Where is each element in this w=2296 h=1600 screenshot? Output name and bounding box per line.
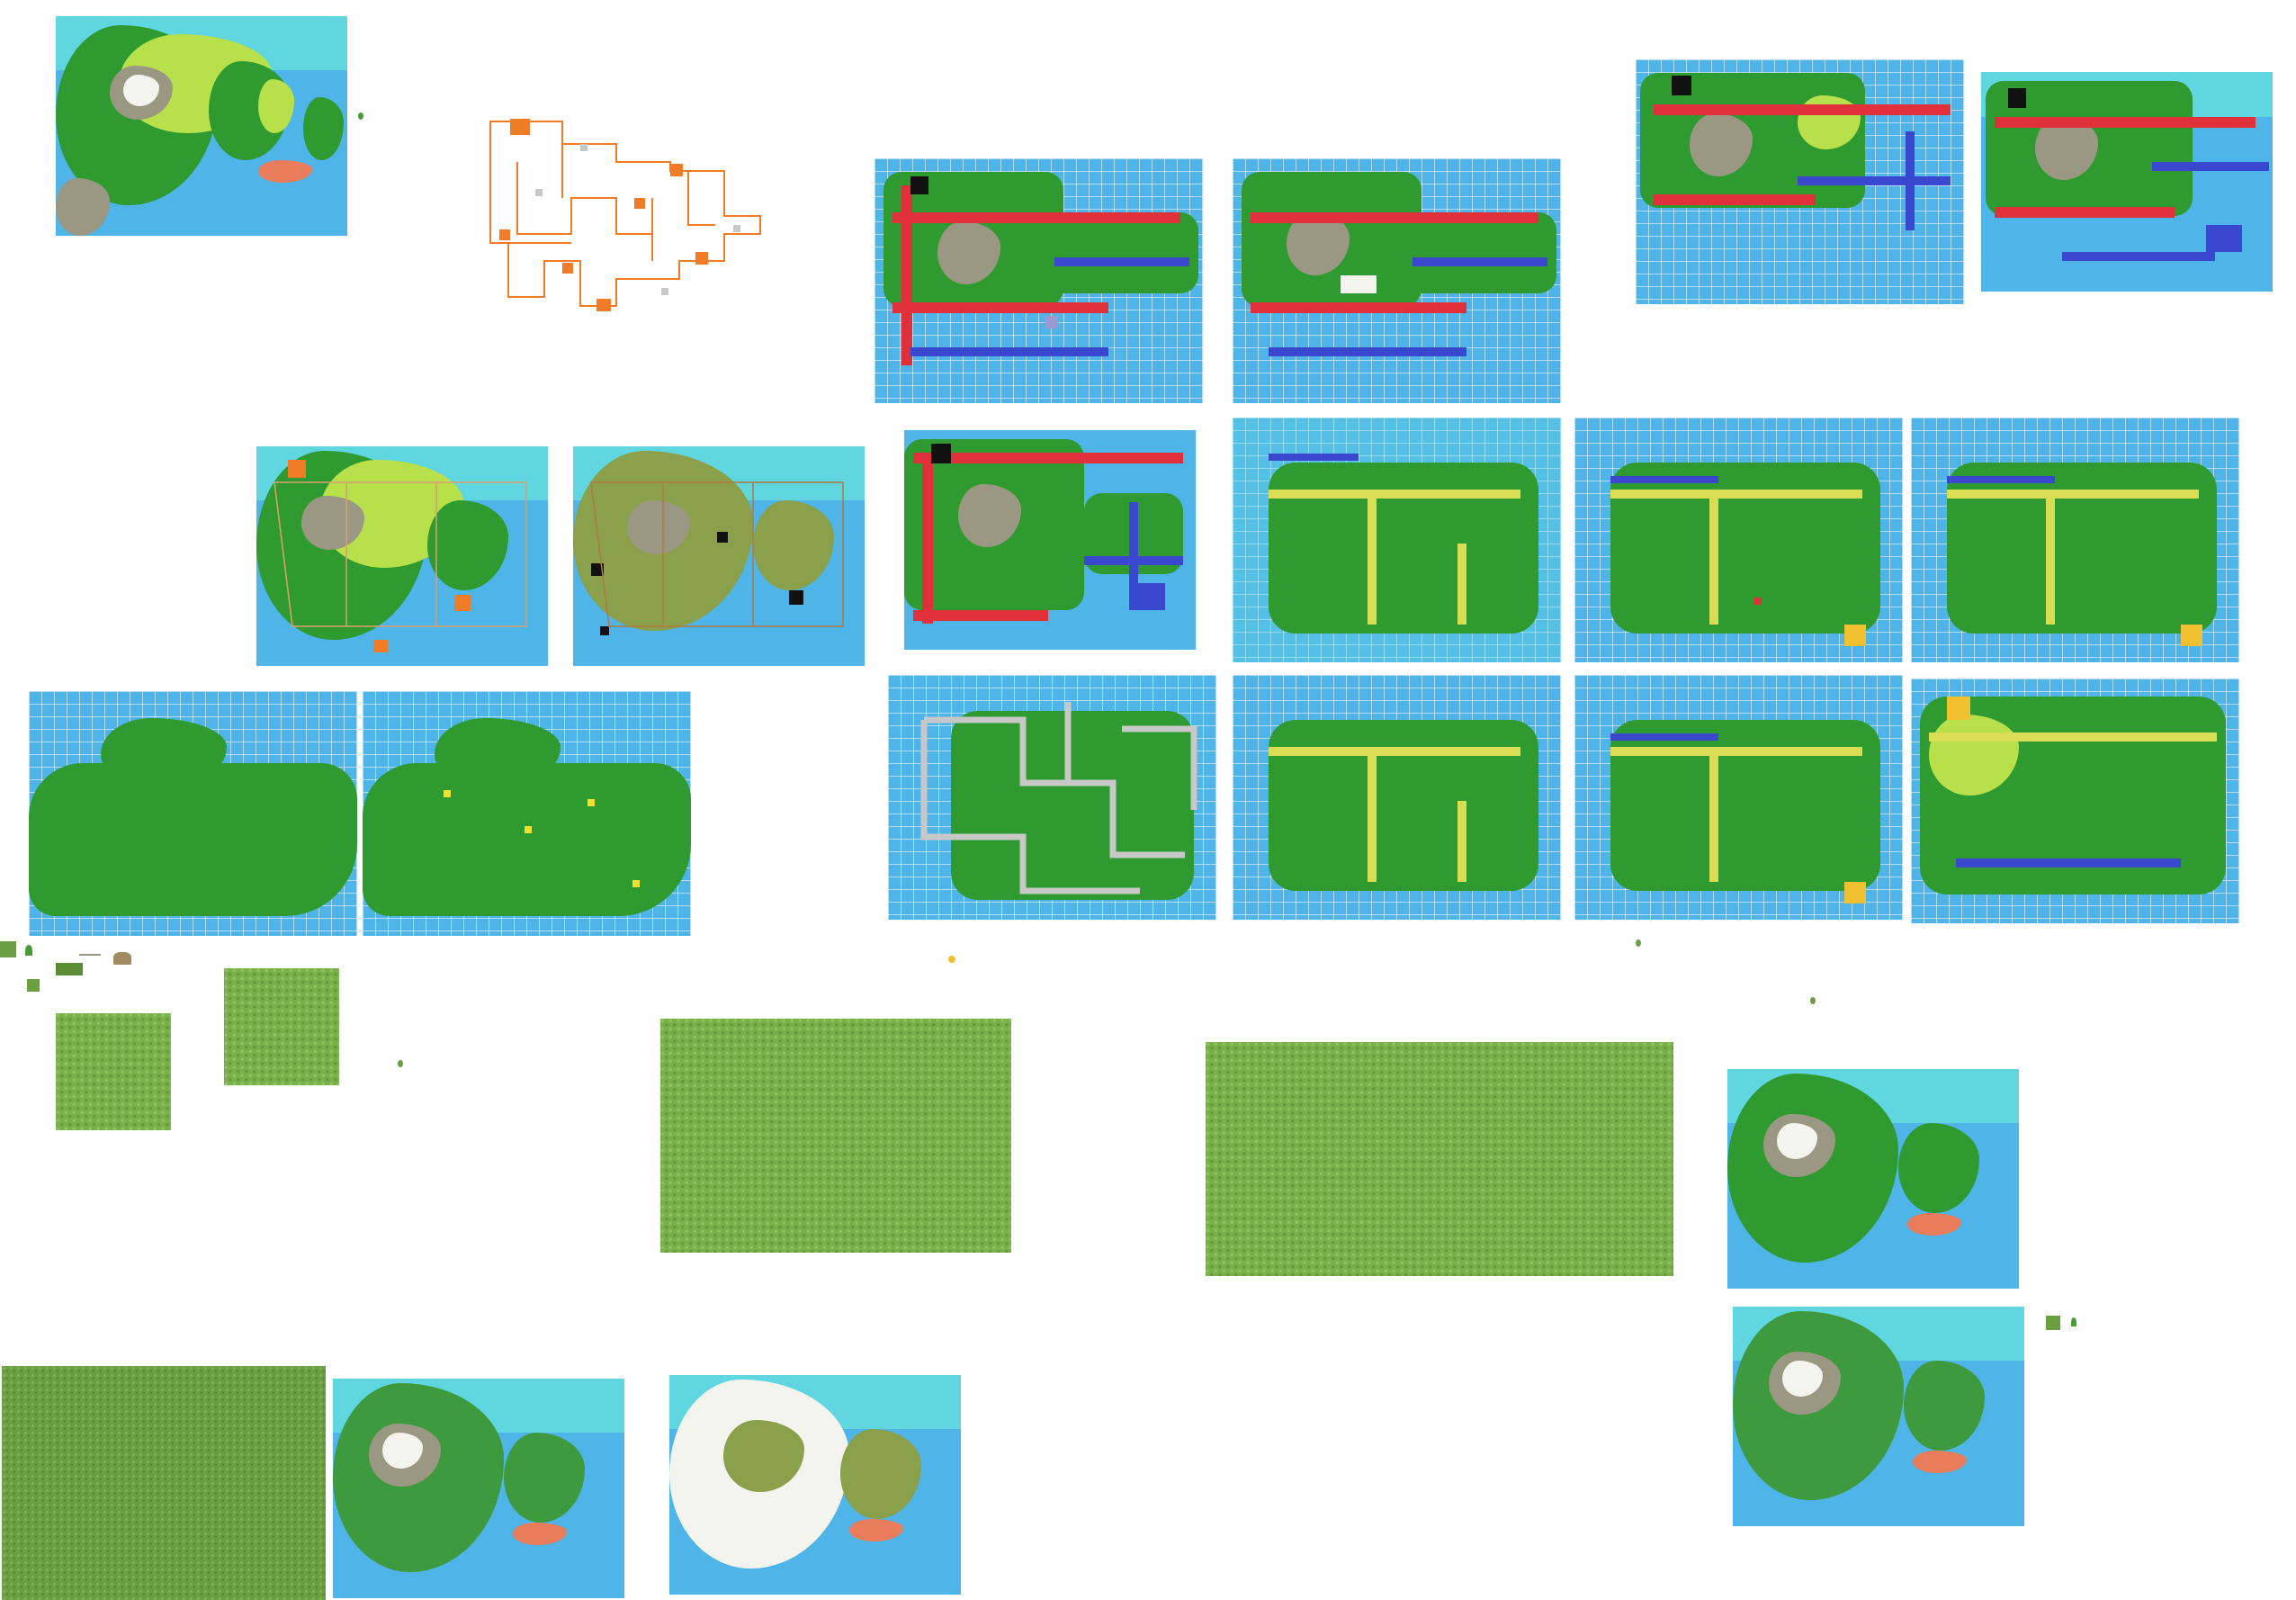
grid-map-yellow-routes-1[interactable] <box>1233 418 1561 662</box>
grid-map-yellow-routes-3[interactable] <box>1911 418 2239 662</box>
grass-texture-tile-4[interactable] <box>1206 1042 1673 1276</box>
sapling-icon <box>398 1060 403 1067</box>
grid-map-yellow-routes-2[interactable] <box>1574 418 1903 662</box>
bush-icon <box>27 979 40 992</box>
plant-icon <box>25 945 32 956</box>
grid-map-red-routes-3[interactable] <box>1636 59 1964 304</box>
grid-map-yellow-routes-6[interactable] <box>1911 679 2239 923</box>
mountain-icon <box>79 941 101 956</box>
grass-texture-tile-1[interactable] <box>56 1013 171 1130</box>
region-map-illustrated-1[interactable] <box>56 16 347 236</box>
grass-texture-tile-5[interactable] <box>2 1366 326 1600</box>
grid-map-red-routes-2[interactable] <box>1233 158 1561 403</box>
grid-map-landmass-1[interactable] <box>29 691 357 936</box>
grid-map-red-routes-1[interactable] <box>874 158 1203 403</box>
grass-texture-tile-3[interactable] <box>660 1019 1011 1253</box>
flower-tile-icon <box>56 963 83 975</box>
grid-map-yellow-routes-5[interactable] <box>1574 675 1903 920</box>
grid-map-red-routes-4[interactable] <box>1981 72 2273 292</box>
sapling-icon <box>1810 997 1816 1004</box>
sapling-icon <box>1636 939 1641 947</box>
region-map-illustrated-4[interactable] <box>333 1379 624 1598</box>
plant-icon <box>2071 1317 2076 1326</box>
region-map-black-overlay[interactable] <box>573 446 865 666</box>
tree-icon <box>358 112 363 120</box>
grass-texture-tile-2[interactable] <box>224 968 339 1085</box>
region-map-illustrated-3[interactable] <box>1733 1307 2024 1526</box>
rock-pile-icon <box>113 952 131 965</box>
coin-icon <box>948 956 955 963</box>
region-map-illustrated-2[interactable] <box>1727 1069 2019 1289</box>
grid-map-gray-routes[interactable] <box>888 675 1216 920</box>
grass-tile-icon <box>2046 1316 2060 1330</box>
route-wireframe-map[interactable] <box>481 108 774 328</box>
grass-tile-icon <box>0 941 16 957</box>
region-map-orange-overlay[interactable] <box>256 446 548 666</box>
grid-map-landmass-2[interactable] <box>363 691 691 936</box>
grid-map-yellow-routes-4[interactable] <box>1233 675 1561 920</box>
region-map-snow[interactable] <box>669 1375 961 1595</box>
grid-map-red-routes-5[interactable] <box>904 430 1196 650</box>
